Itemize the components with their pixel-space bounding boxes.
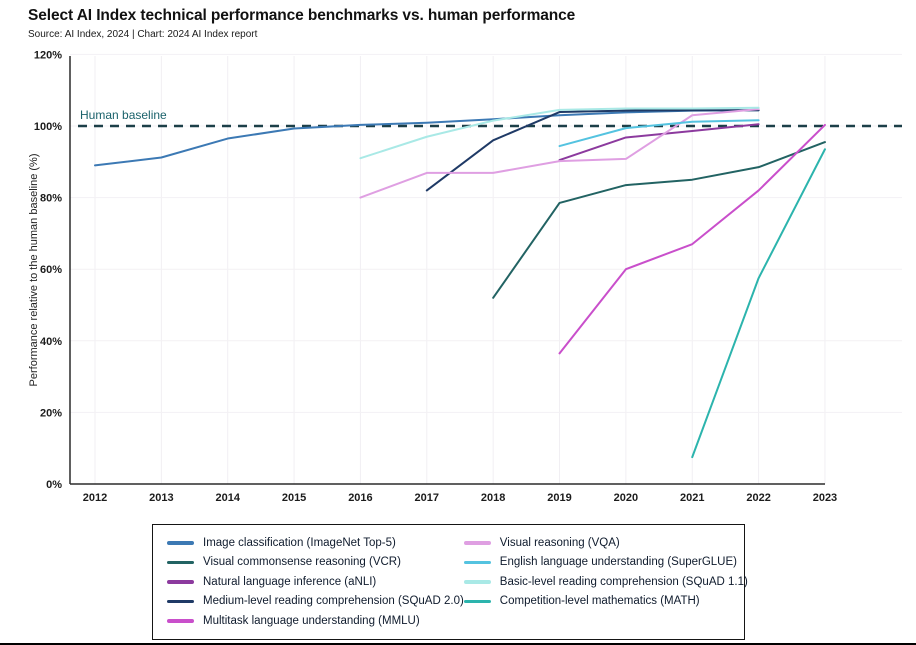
legend-swatch-anli [167,580,194,584]
legend-swatch-mmlu [167,619,194,623]
legend-swatch-math [463,599,491,603]
legend-column-left: Image classification (ImageNet Top-5) Vis… [167,533,464,631]
chart-legend: Image classification (ImageNet Top-5) Vis… [152,524,748,640]
y-axis-title: Performance relative to the human baseli… [28,154,40,387]
legend-label-math: Competition-level mathematics (MATH) [499,595,700,608]
legend-swatch-vqa [463,541,491,545]
source-note: Source: AI Index, 2024 | Chart: 2024 AI … [28,29,258,40]
series-line-squad2 [425,109,760,192]
x-tick-label: 2019 [547,492,571,504]
line-chart: 0% 20% 40% 60% 80% 100% 120% 2012 2013 2014 2015 20… [28,49,902,504]
x-tick-label: 2013 [149,492,173,504]
legend-item-imagenet: Image classification (ImageNet Top-5) [167,533,464,553]
legend-item-superglue: English language understanding (SuperGLU… [463,553,748,573]
legend-item-anli: Natural language inference (aNLI) [167,572,464,592]
human-baseline-label: Human baseline [80,108,167,122]
y-tick-label: 20% [40,407,62,419]
legend-item-squad2: Medium-level reading comprehension (SQuA… [167,592,464,612]
y-tick-label: 0% [46,479,62,491]
legend-swatch-imagenet [167,541,194,545]
series-line-vqa [359,108,760,199]
bottom-divider [0,643,916,645]
y-tick-label: 100% [34,121,62,133]
legend-swatch-squad11 [463,580,491,584]
legend-label-anli: Natural language inference (aNLI) [203,575,377,588]
x-tick-label: 2015 [282,492,306,504]
x-tick-label: 2021 [680,492,704,504]
y-tick-label: 40% [40,336,62,348]
y-tick-label: 60% [40,264,62,276]
y-tick-label: 80% [40,193,62,205]
series-line-vcr [492,141,826,299]
series-line-superglue [558,119,760,148]
legend-label-vqa: Visual reasoning (VQA) [499,536,620,549]
legend-item-mmlu: Multitask language understanding (MMLU) [167,611,464,631]
legend-item-math: Competition-level mathematics (MATH) [463,592,748,612]
legend-column-right: Visual reasoning (VQA) English language u… [463,533,748,631]
legend-label-vcr: Visual commonsense reasoning (VCR) [203,556,401,569]
x-tick-label: 2023 [813,492,837,504]
legend-item-squad11: Basic-level reading comprehension (SQuAD… [463,572,748,592]
legend-item-vcr: Visual commonsense reasoning (VCR) [167,553,464,573]
x-tick-label: 2014 [215,492,240,504]
legend-swatch-superglue [463,560,491,564]
series-line-squad11 [359,106,760,160]
x-tick-label: 2018 [481,492,505,504]
x-tick-label: 2017 [415,492,439,504]
series-line-imagenet [94,109,760,167]
legend-label-imagenet: Image classification (ImageNet Top-5) [203,536,396,549]
page-title: Select AI Index technical performance be… [28,7,576,24]
legend-label-superglue: English language understanding (SuperGLU… [499,556,737,569]
y-tick-label: 120% [34,49,62,61]
series-line-mmlu [558,123,826,355]
x-tick-label: 2022 [746,492,770,504]
legend-label-squad2: Medium-level reading comprehension (SQuA… [203,595,464,608]
series-line-anli [558,123,760,162]
legend-item-vqa: Visual reasoning (VQA) [463,533,748,553]
series-line-math [691,148,826,459]
x-tick-label: 2016 [348,492,372,504]
legend-swatch-vcr [167,560,194,564]
legend-swatch-squad2 [167,599,194,603]
legend-label-mmlu: Multitask language understanding (MMLU) [203,614,420,627]
x-tick-label: 2012 [83,492,107,504]
legend-label-squad11: Basic-level reading comprehension (SQuAD… [499,575,748,588]
x-tick-label: 2020 [614,492,638,504]
